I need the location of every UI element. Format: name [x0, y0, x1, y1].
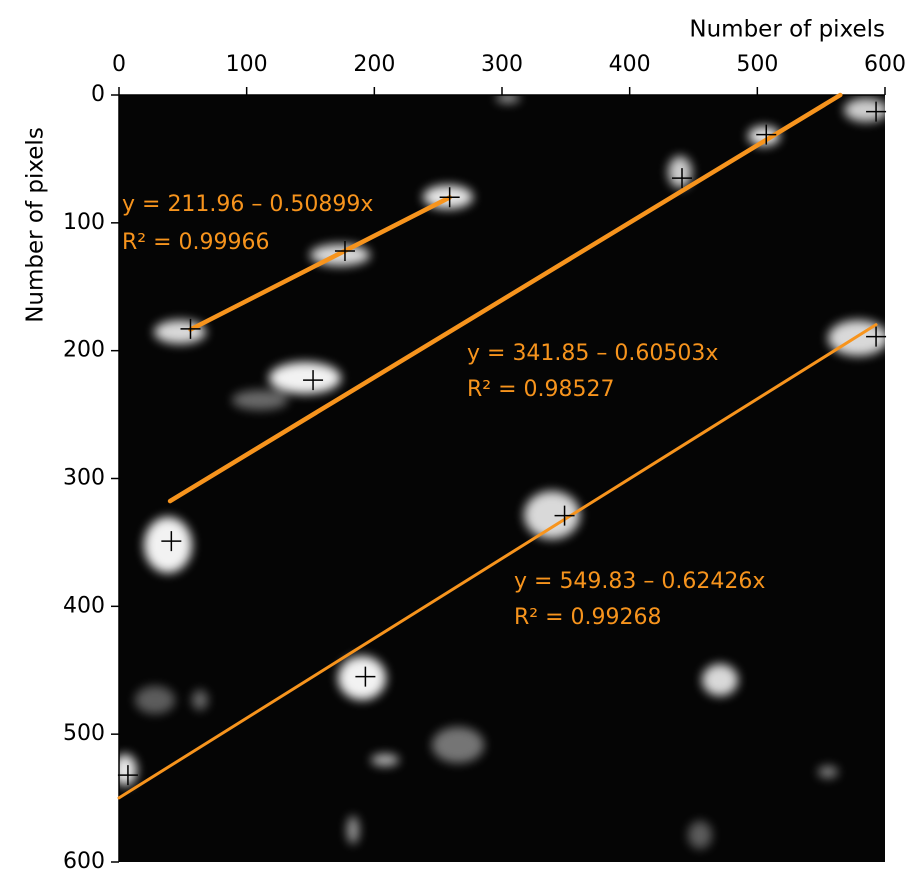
y-tick-label: 100	[63, 210, 105, 235]
x-axis-title: Number of pixels	[689, 17, 885, 43]
crosshair-marker	[117, 765, 138, 786]
crosshair-marker	[161, 531, 182, 552]
y-axis-title: Number of pixels	[23, 127, 49, 323]
x-tick-label: 500	[736, 52, 778, 77]
crosshair-marker	[866, 326, 887, 347]
x-tick-label: 600	[864, 52, 906, 77]
fit-line	[167, 92, 843, 504]
crosshair-marker	[439, 187, 460, 208]
x-tick-label: 0	[112, 52, 126, 77]
fit-line	[117, 323, 878, 800]
crosshair-marker	[554, 505, 575, 526]
y-tick-label: 200	[63, 338, 105, 363]
y-tick-label: 400	[63, 593, 105, 618]
crosshair-marker	[866, 101, 887, 122]
image-blobs	[119, 95, 885, 849]
crosshair-marker	[672, 168, 693, 189]
fit-line	[188, 195, 452, 332]
fit-r2: R² = 0.99966	[122, 230, 270, 255]
x-tick-label: 400	[609, 52, 651, 77]
crosshair-marker	[303, 370, 324, 391]
crosshair-marker	[334, 240, 355, 261]
image-background	[119, 95, 885, 862]
crosshair-marker	[355, 666, 376, 687]
x-tick-label: 200	[353, 52, 395, 77]
crosshair-marker	[180, 318, 201, 339]
y-tick-label: 0	[91, 82, 105, 107]
y-tick-label: 500	[63, 721, 105, 746]
x-tick-label: 100	[226, 52, 268, 77]
y-tick-label: 300	[63, 466, 105, 491]
fit-r2: R² = 0.98527	[467, 377, 615, 402]
y-tick-label: 600	[63, 849, 105, 872]
x-tick-label: 300	[481, 52, 523, 77]
fit-r2: R² = 0.99268	[514, 605, 662, 630]
fit-equation: y = 549.83 – 0.62426x	[514, 569, 765, 594]
crosshair-marker	[756, 124, 777, 145]
fit-equation: y = 211.96 – 0.50899x	[122, 192, 373, 217]
fit-equation: y = 341.85 – 0.60503x	[467, 341, 718, 366]
